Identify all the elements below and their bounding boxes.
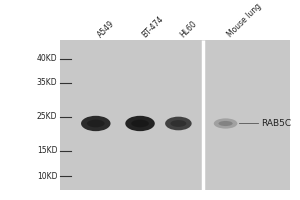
Text: 35KD: 35KD [37,78,57,87]
Text: BT-474: BT-474 [140,14,165,39]
Text: 40KD: 40KD [37,54,57,63]
Ellipse shape [170,120,186,127]
Text: Mouse lung: Mouse lung [226,2,263,39]
Bar [60,40,290,190]
Text: A549: A549 [96,19,116,39]
Text: 10KD: 10KD [37,172,57,181]
Ellipse shape [87,120,105,127]
Text: RAB5C: RAB5C [261,119,291,128]
Text: HL60: HL60 [178,19,199,39]
Ellipse shape [214,118,237,129]
Text: 25KD: 25KD [37,112,57,121]
Ellipse shape [165,117,192,130]
Ellipse shape [131,120,149,127]
Ellipse shape [218,121,233,126]
Text: 15KD: 15KD [37,146,57,155]
Ellipse shape [125,116,155,131]
Ellipse shape [81,116,110,131]
